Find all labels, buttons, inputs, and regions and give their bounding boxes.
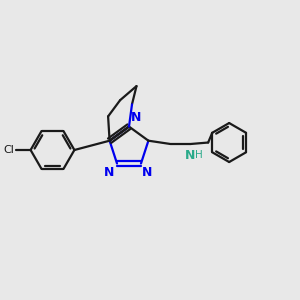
Text: N: N — [185, 148, 196, 161]
Text: Cl: Cl — [4, 145, 14, 155]
Text: N: N — [104, 166, 115, 179]
Text: N: N — [142, 166, 152, 179]
Text: N: N — [130, 111, 141, 124]
Text: H: H — [195, 150, 203, 160]
